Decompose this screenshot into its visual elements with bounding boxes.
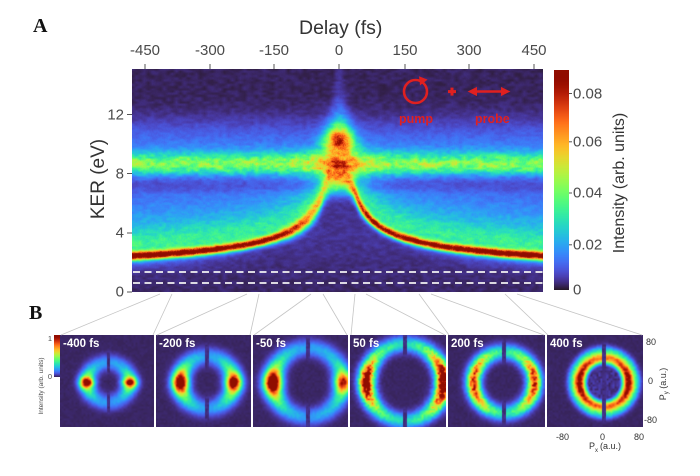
svg-text:80: 80 [646,337,656,347]
svg-text:0: 0 [48,372,52,381]
svg-text:-80: -80 [644,415,657,425]
svg-text:-400 fs: -400 fs [63,338,99,350]
svg-text:200 fs: 200 fs [451,338,484,350]
svg-text:P: P [589,441,595,451]
svg-text:probe: probe [475,112,510,126]
svg-text:-80: -80 [556,432,569,442]
svg-text:80: 80 [634,432,644,442]
svg-text:1: 1 [48,334,52,343]
svg-text:pump: pump [399,112,433,126]
svg-text:x: x [595,448,598,454]
svg-text:0: 0 [600,432,605,442]
svg-text:0: 0 [648,376,653,386]
svg-text:-200 fs: -200 fs [159,338,195,350]
svg-text:Intensity (arb. units): Intensity (arb. units) [38,357,45,414]
svg-text:(a.u.): (a.u.) [600,441,621,451]
svg-text:50 fs: 50 fs [353,338,379,350]
svg-text:400 fs: 400 fs [550,338,583,350]
svg-text:-50 fs: -50 fs [256,338,286,350]
svg-text:Py (a.u.): Py (a.u.) [658,368,670,401]
